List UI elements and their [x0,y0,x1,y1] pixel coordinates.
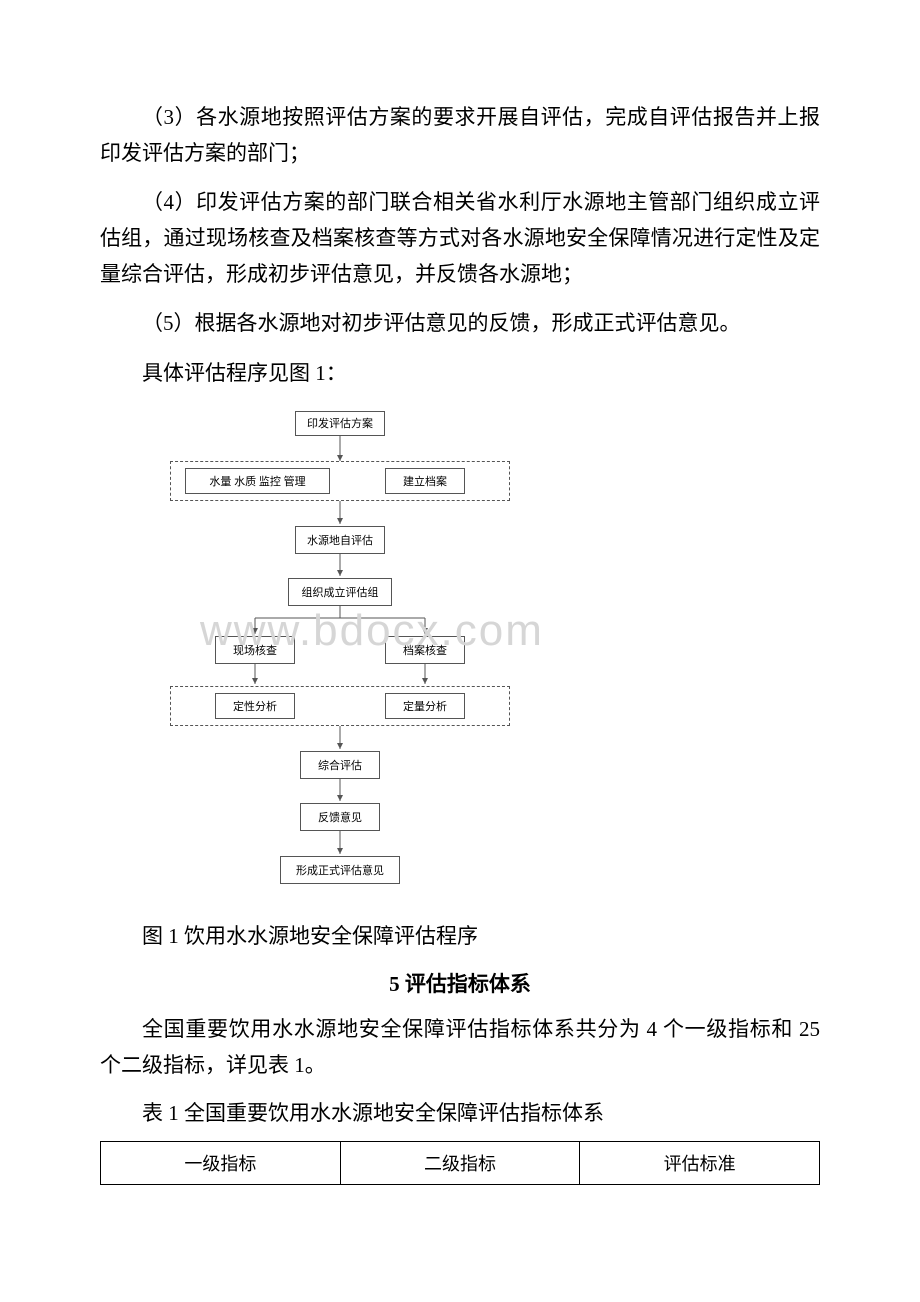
table-caption: 表 1 全国重要饮用水水源地安全保障评估指标体系 [100,1097,820,1127]
flow-node-comprehensive: 综合评估 [300,751,380,779]
flow-node-quantity-quality: 水量 水质 监控 管理 [185,468,330,494]
indicator-table: 一级指标 二级指标 评估标准 [100,1141,820,1185]
section-title-5: 5 评估指标体系 [100,968,820,998]
table-header-col2: 二级指标 [340,1142,580,1185]
flow-node-issue-plan: 印发评估方案 [295,411,385,436]
flowchart: www.bdocx.com 印发评估方案 水量 水质 监控 管理 建立档案 水源… [160,406,520,906]
table-header-col3: 评估标准 [580,1142,820,1185]
table-header-col1: 一级指标 [101,1142,341,1185]
table-row: 一级指标 二级指标 评估标准 [101,1142,820,1185]
paragraph-intro-5: 全国重要饮用水水源地安全保障评估指标体系共分为 4 个一级指标和 25 个二级指… [100,1012,820,1083]
flow-node-qualitative: 定性分析 [215,693,295,719]
flow-node-feedback: 反馈意见 [300,803,380,831]
flow-node-archive: 建立档案 [385,468,465,494]
watermark-text: www.bdocx.com [200,606,544,656]
figure-caption: 图 1 饮用水水源地安全保障评估程序 [100,920,820,950]
paragraph-3: （3）各水源地按照评估方案的要求开展自评估，完成自评估报告并上报印发评估方案的部… [100,100,820,171]
paragraph-4: （4）印发评估方案的部门联合相关省水利厅水源地主管部门组织成立评估组，通过现场核… [100,185,820,292]
flow-node-final-opinion: 形成正式评估意见 [280,856,400,884]
flow-node-self-assess: 水源地自评估 [295,526,385,554]
flow-node-quantitative: 定量分析 [385,693,465,719]
paragraph-5: （5）根据各水源地对初步评估意见的反馈，形成正式评估意见。 [100,306,820,342]
paragraph-ref: 具体评估程序见图 1： [100,356,820,392]
flow-node-form-group: 组织成立评估组 [288,578,392,606]
